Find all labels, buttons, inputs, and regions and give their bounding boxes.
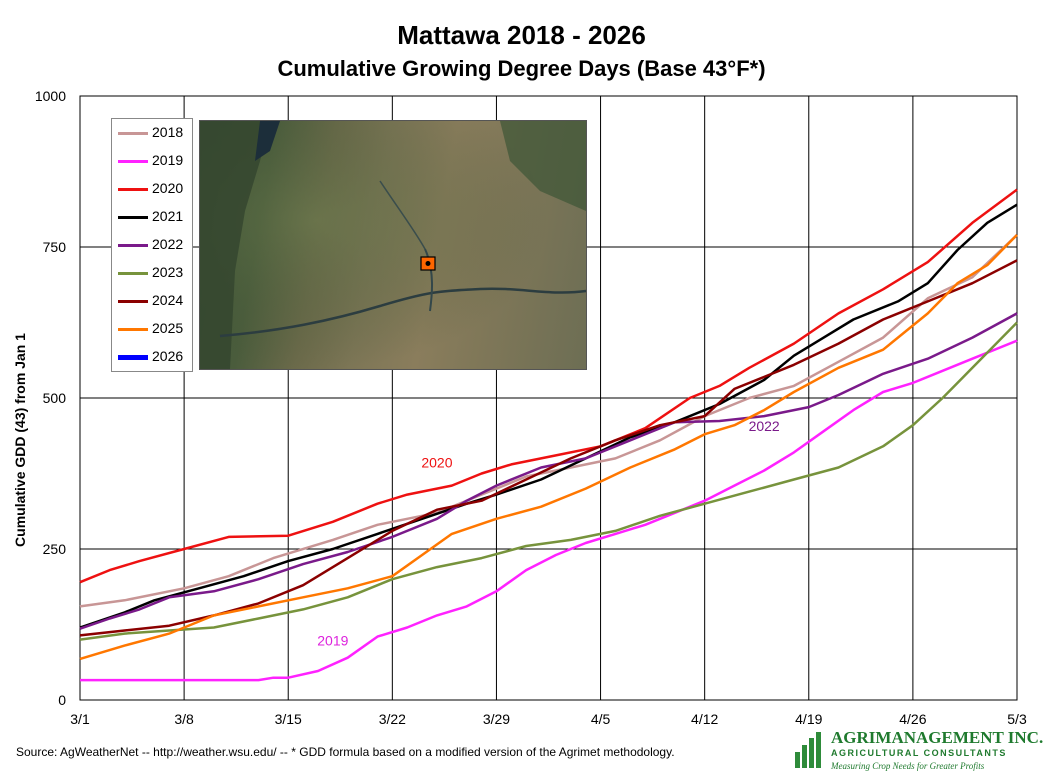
legend-swatch	[118, 328, 148, 331]
annotations: 2020 2019 2022	[317, 418, 780, 648]
tick-labels: 0 250 500 750 1000 3/1 3/8 3/15 3/22 3/29 4/5 4/12 4…	[35, 88, 1027, 727]
logo-subtitle: AGRICULTURAL CONSULTANTS	[831, 748, 1007, 758]
x-tick-label: 3/15	[275, 711, 302, 727]
legend-item-2025: 2025	[118, 319, 190, 339]
legend-swatch	[118, 244, 148, 247]
legend-label: 2021	[152, 208, 184, 224]
y-axis-label: Cumulative GDD (43) from Jan 1	[12, 333, 28, 547]
series-line-2024	[79, 259, 1018, 637]
legend-swatch	[118, 132, 148, 135]
logo-bars-icon	[795, 732, 821, 768]
location-map	[199, 120, 587, 370]
axes	[79, 95, 1018, 701]
series-line-2018	[79, 233, 1018, 608]
plot-area-border	[79, 95, 1018, 701]
legend-swatch	[118, 160, 148, 163]
company-logo: AGRIMANAGEMENT INC.® AGRICULTURAL CONSUL…	[793, 728, 1043, 778]
x-tick-label: 4/26	[899, 711, 926, 727]
series-line-2022	[79, 312, 1018, 630]
series-line-2023	[79, 321, 1018, 641]
map-illustration	[200, 121, 586, 369]
legend-label: 2026	[152, 348, 184, 364]
x-tick-label: 3/29	[483, 711, 510, 727]
chart-title: Mattawa 2018 - 2026	[397, 20, 646, 50]
chart-subtitle: Cumulative Growing Degree Days (Base 43°…	[277, 56, 766, 81]
legend-swatch	[118, 216, 148, 219]
x-tick-label: 4/19	[795, 711, 822, 727]
series-line-2020	[79, 188, 1018, 584]
legend-label: 2018	[152, 124, 184, 140]
legend-swatch	[118, 272, 148, 275]
legend-item-2018: 2018	[118, 123, 190, 143]
x-tick-label: 3/22	[379, 711, 406, 727]
x-tick-label: 4/12	[691, 711, 718, 727]
legend-label: 2023	[152, 264, 184, 280]
source-note: Source: AgWeatherNet -- http://weather.w…	[16, 745, 675, 759]
y-tick-label: 1000	[35, 88, 66, 104]
legend-item-2020: 2020	[118, 179, 190, 199]
legend-item-2021: 2021	[118, 207, 190, 227]
series-layer	[79, 188, 1018, 682]
x-tick-label: 4/5	[591, 711, 611, 727]
legend-swatch	[118, 300, 148, 303]
y-tick-label: 750	[43, 239, 67, 255]
x-tick-label: 5/3	[1007, 711, 1027, 727]
logo-tagline: Measuring Crop Needs for Greater Profits	[831, 761, 985, 771]
legend-item-2024: 2024	[118, 291, 190, 311]
legend-label: 2022	[152, 236, 184, 252]
x-tick-label: 3/8	[174, 711, 194, 727]
series-line-2025	[79, 234, 1018, 661]
legend-label: 2019	[152, 152, 184, 168]
legend-item-2023: 2023	[118, 263, 190, 283]
legend-label: 2024	[152, 292, 184, 308]
y-tick-label: 500	[43, 390, 67, 406]
legend-label: 2020	[152, 180, 184, 196]
legend-swatch	[118, 355, 148, 360]
legend: 2018 2019 2020 2021 2022 2023 2024 2025 2026	[111, 118, 193, 372]
legend-swatch	[118, 188, 148, 191]
legend-label: 2025	[152, 320, 184, 336]
x-tick-label: 3/1	[70, 711, 90, 727]
legend-item-2022: 2022	[118, 235, 190, 255]
legend-item-2019: 2019	[118, 151, 190, 171]
series-line-2019	[80, 339, 1018, 682]
logo-name: AGRIMANAGEMENT INC.	[831, 728, 1043, 747]
y-tick-label: 250	[43, 541, 67, 557]
annotation-2019: 2019	[317, 633, 348, 649]
y-tick-label: 0	[58, 692, 66, 708]
legend-item-2026: 2026	[118, 347, 190, 367]
annotation-2022: 2022	[749, 418, 780, 434]
annotation-2020: 2020	[421, 454, 452, 470]
